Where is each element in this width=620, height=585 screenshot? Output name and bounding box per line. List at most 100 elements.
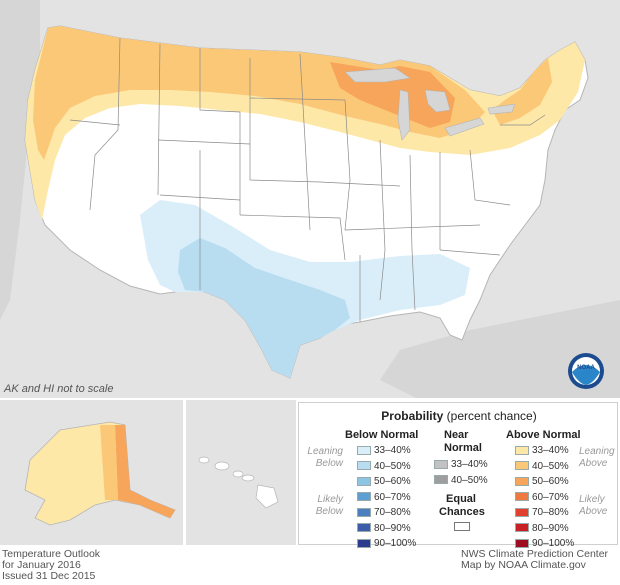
legend-label: 40–50% [451, 474, 488, 486]
legend: Probability (percent chance) Below Norma… [298, 402, 619, 549]
alaska-above-40-50 [100, 425, 118, 500]
near-normal-heading-line2: Normal [444, 442, 482, 454]
below-normal-heading: Below Normal [345, 429, 419, 441]
state-border [500, 114, 546, 126]
divider [183, 400, 186, 545]
legend-row: 80–90% [515, 523, 569, 534]
legend-swatch [434, 459, 448, 469]
legend-label: 50–60% [532, 476, 569, 487]
state-border [409, 154, 416, 311]
hawaii-island [232, 470, 244, 478]
equal-chances-swatch [454, 522, 470, 531]
leaning-below-label: Leaning Below [305, 446, 343, 470]
state-borders [69, 37, 546, 322]
conus-map-svg: NOAA [0, 0, 620, 400]
likely-above-label: Likely Above [579, 494, 607, 518]
scale-note: AK and HI not to scale [4, 383, 114, 395]
legend-swatch [357, 461, 371, 471]
legend-label: 80–90% [374, 522, 411, 534]
near-normal-heading-line1: Near [444, 429, 469, 441]
legend-swatch [515, 445, 529, 455]
legend-swatch [434, 475, 448, 485]
legend-label: 50–60% [374, 476, 411, 487]
lake-michigan [397, 89, 411, 141]
footer-right-line2: Map by NOAA Climate.gov [461, 559, 586, 571]
leaning-above-line2: Above [579, 458, 608, 469]
legend-swatch [357, 507, 371, 517]
footer-left: Temperature Outlook for January 2016 Iss… [2, 549, 100, 582]
legend-row: 50–60% [357, 476, 411, 487]
pacific-ocean [0, 0, 40, 320]
great-lakes [344, 67, 516, 141]
hawaii-island [198, 456, 210, 464]
state-border [319, 181, 401, 187]
legend-row: 60–70% [357, 492, 411, 503]
lake-superior [344, 67, 411, 83]
divider [0, 398, 620, 401]
conus-map: NOAA AK and HI not to scale [0, 0, 620, 400]
state-border [239, 214, 346, 261]
legend-label: 33–40% [451, 459, 488, 470]
noaa-logo-wave [572, 365, 600, 385]
legend-label: 80–90% [532, 522, 569, 534]
legend-label: 90–100% [374, 538, 417, 549]
footer-right-line1: NWS Climate Prediction Center [461, 548, 609, 560]
footer-left-line1: Temperature Outlook [2, 548, 101, 560]
state-border [89, 37, 121, 211]
legend-row: 40–50% [434, 475, 488, 486]
legend-title-rest: (percent chance) [446, 409, 537, 423]
near-normal-heading: Near Normal [444, 429, 482, 455]
state-border [379, 139, 386, 301]
legend-row: 60–70% [515, 492, 569, 503]
leaning-below-line1: Leaning [307, 446, 343, 457]
legend-swatch [515, 507, 529, 517]
below-normal-40-50-region [178, 238, 350, 378]
legend-label: 33–40% [374, 445, 411, 456]
likely-above-line1: Likely [579, 494, 605, 505]
hawaii-big-island [255, 484, 279, 509]
legend-row: 70–80% [515, 507, 569, 518]
hawaii-island [241, 474, 255, 482]
state-border [344, 99, 351, 231]
legend-row: 40–50% [515, 461, 569, 472]
legend-label: 70–80% [374, 507, 411, 518]
equal-chances-line1: Equal [446, 493, 476, 505]
footer-left-line2: for January 2016 [2, 559, 81, 571]
likely-below-label: Likely Below [305, 494, 343, 518]
legend-row: 90–100% [515, 538, 574, 549]
legend-label: 60–70% [374, 491, 411, 503]
above-normal-40-50-region [33, 26, 485, 160]
legend-swatch [357, 523, 371, 533]
hawaii-island [214, 461, 230, 471]
leaning-below-line2: Below [315, 458, 343, 469]
legend-swatch [357, 538, 371, 548]
legend-swatch [515, 492, 529, 502]
legend-swatch [357, 492, 371, 502]
lake-ontario [487, 103, 516, 115]
footer-left-line3: Issued 31 Dec 2015 [2, 570, 96, 582]
gulf-atlantic-water [380, 300, 620, 400]
legend-swatch [515, 523, 529, 533]
state-border [157, 43, 161, 196]
leaning-above-label: Leaning Above [579, 446, 615, 470]
state-border [299, 53, 311, 231]
legend-row: 80–90% [357, 523, 411, 534]
state-border [344, 224, 481, 231]
hawaii-svg [198, 456, 279, 509]
likely-below-line1: Likely [317, 494, 343, 505]
legend-label: 70–80% [532, 507, 569, 518]
alaska-inset [0, 400, 183, 545]
lake-erie [444, 117, 485, 137]
legend-row: 90–100% [357, 538, 416, 549]
noaa-logo: NOAA [568, 353, 604, 389]
alaska-svg [24, 421, 176, 526]
state-border [249, 58, 321, 183]
above-normal-heading: Above Normal [506, 429, 581, 441]
footer-right: NWS Climate Prediction Center Map by NOA… [461, 549, 608, 571]
lake-huron [424, 89, 451, 113]
legend-title: Probability (percent chance) [299, 409, 619, 423]
divider [296, 400, 299, 545]
equal-chances-heading: Equal Chances [439, 493, 485, 519]
state-border [157, 139, 251, 145]
legend-label: 60–70% [532, 491, 569, 503]
